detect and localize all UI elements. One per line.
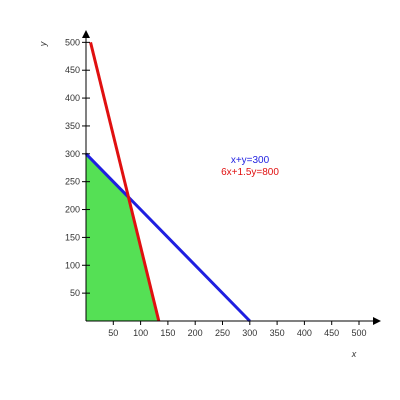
- ticks-layer: 50 100 150 200 250 300 350 400 450 500 50 100 150 200…: [65, 37, 367, 338]
- y-tick-label: 100: [65, 260, 80, 270]
- constraint-lines-layer: [84, 41, 251, 323]
- y-tick-label: 350: [65, 121, 80, 131]
- feasible-region-layer: [86, 153, 159, 321]
- x-tick-label: 300: [242, 328, 257, 338]
- series-line-1: [84, 152, 251, 323]
- x-tick-label: 200: [188, 328, 203, 338]
- x-tick-label: 100: [133, 328, 148, 338]
- y-tick-label: 250: [65, 177, 80, 187]
- y-tick-label: 150: [65, 232, 80, 242]
- y-tick-label: 300: [65, 149, 80, 159]
- y-tick-label: 450: [65, 65, 80, 75]
- x-tick-label: 400: [297, 328, 312, 338]
- x-axis-arrow-icon: [373, 317, 381, 325]
- y-axis-label: y: [38, 41, 48, 47]
- y-tick-label: 50: [70, 288, 80, 298]
- series-line-2: [89, 41, 161, 322]
- x-tick-label: 250: [215, 328, 230, 338]
- legend-entry: 6x+1.5y=800: [221, 167, 279, 178]
- x-axis-label: x: [351, 349, 357, 359]
- feasible-region: [86, 153, 159, 321]
- x-tick-label: 50: [108, 328, 118, 338]
- y-tick-label: 200: [65, 205, 80, 215]
- x-tick-label: 450: [324, 328, 339, 338]
- x-tick-label: 500: [351, 328, 366, 338]
- y-tick-label: 400: [65, 93, 80, 103]
- y-tick-label: 500: [65, 37, 80, 47]
- y-axis-arrow-icon: [82, 30, 90, 38]
- axes-layer: [82, 30, 381, 325]
- x-tick-label: 350: [270, 328, 285, 338]
- x-tick-label: 150: [160, 328, 175, 338]
- legend-entry: x+y=300: [231, 155, 270, 166]
